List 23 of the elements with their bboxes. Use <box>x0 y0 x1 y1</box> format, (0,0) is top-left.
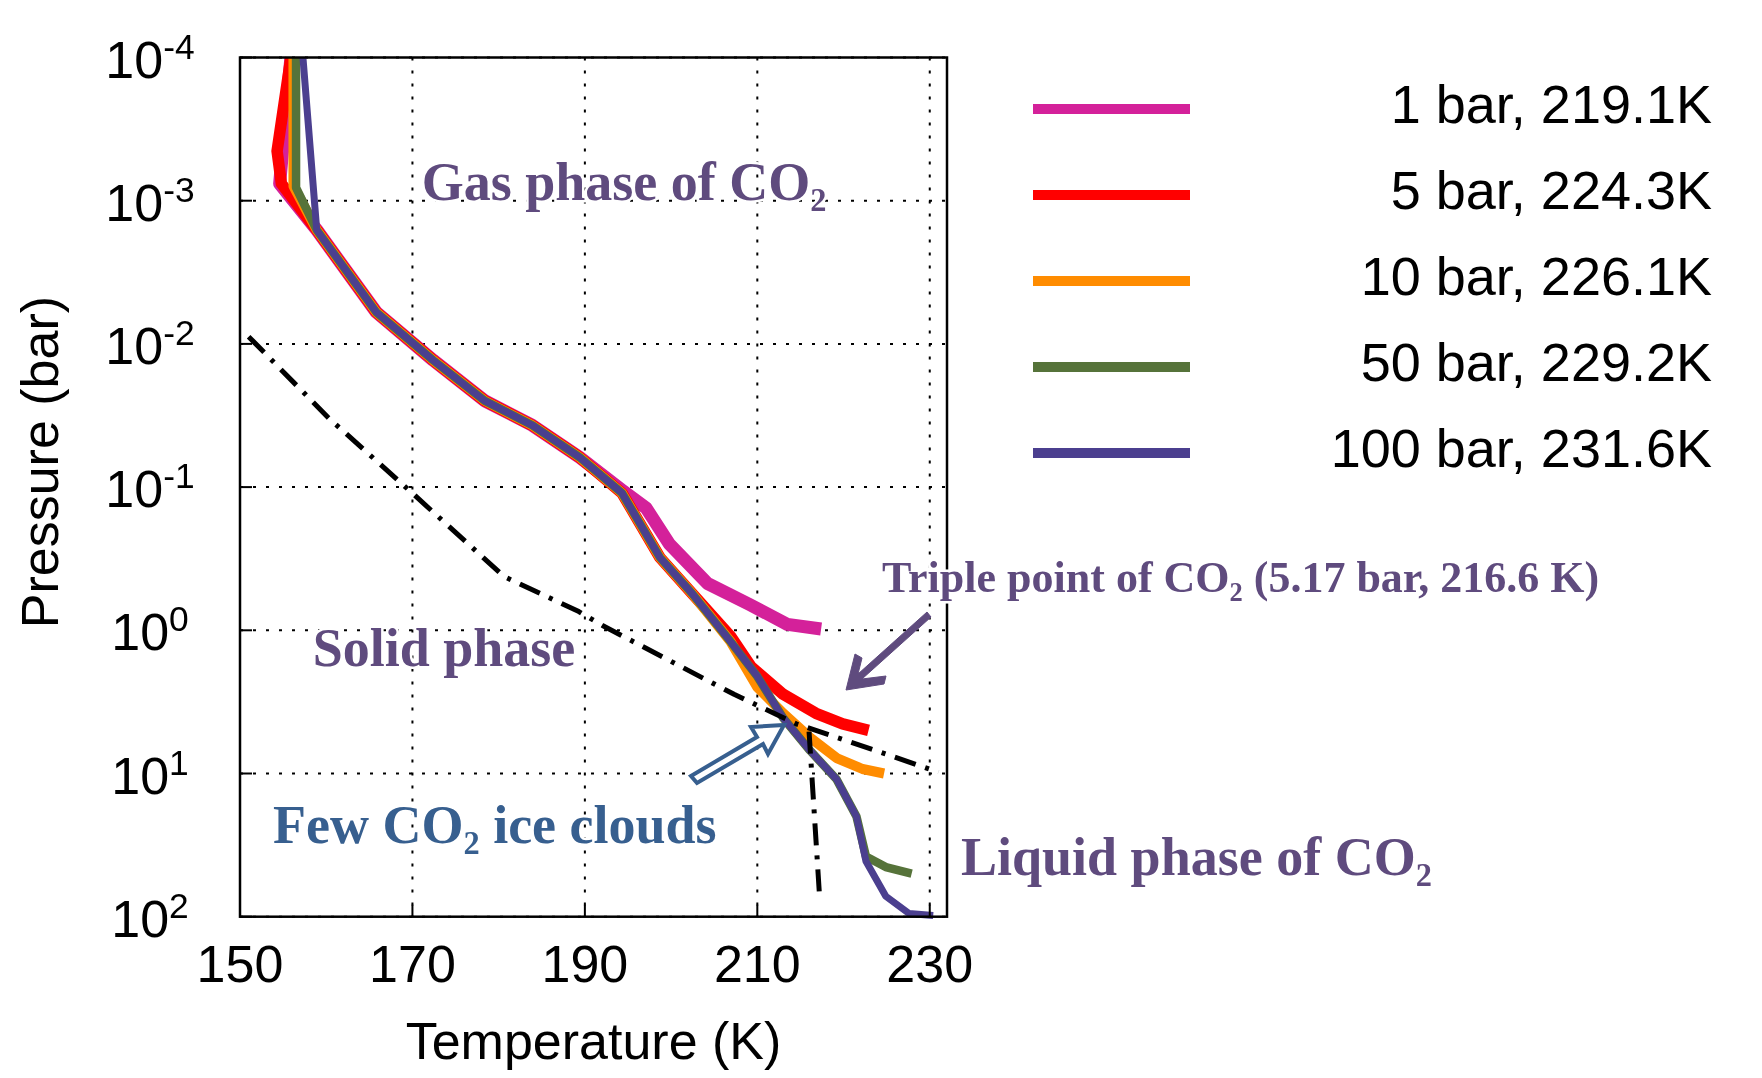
y-tick-label: 10$^{-4}$ <box>105 26 195 89</box>
text: Liquid phase of CO₂ <box>961 827 1432 887</box>
x-tick-label: 210 <box>713 934 801 993</box>
x-axis-title: Temperature (K) <box>405 1011 782 1070</box>
x-tick-label: 190 <box>541 934 629 993</box>
annotation: Gas phase of CO₂ <box>421 152 827 212</box>
x-tick-label: 230 <box>886 934 974 993</box>
annotation: Few CO₂ ice clouds <box>273 795 717 855</box>
text: 5 bar, 224.3K <box>1390 160 1712 221</box>
annotation: Solid phase <box>312 618 576 678</box>
text: 100 bar, 231.6K <box>1330 418 1712 479</box>
x-tick-label: 150 <box>196 934 284 993</box>
y-tick-label: 10$^{1}$ <box>111 742 189 805</box>
y-tick-label: 10$^{-2}$ <box>105 312 195 375</box>
text: 50 bar, 229.2K <box>1360 332 1712 393</box>
y-tick-label: 10$^{-1}$ <box>105 455 195 519</box>
text: 10 bar, 226.1K <box>1360 246 1712 307</box>
text: 1 bar, 219.1K <box>1390 74 1712 135</box>
x-tick-label: 170 <box>369 934 456 993</box>
y-axis-title: Pressure (bar) <box>10 295 69 629</box>
y-tick-label: 10$^{0}$ <box>111 598 189 662</box>
y-tick-label: 10$^{2}$ <box>111 885 189 948</box>
y-tick-label: 10$^{-3}$ <box>105 169 195 232</box>
